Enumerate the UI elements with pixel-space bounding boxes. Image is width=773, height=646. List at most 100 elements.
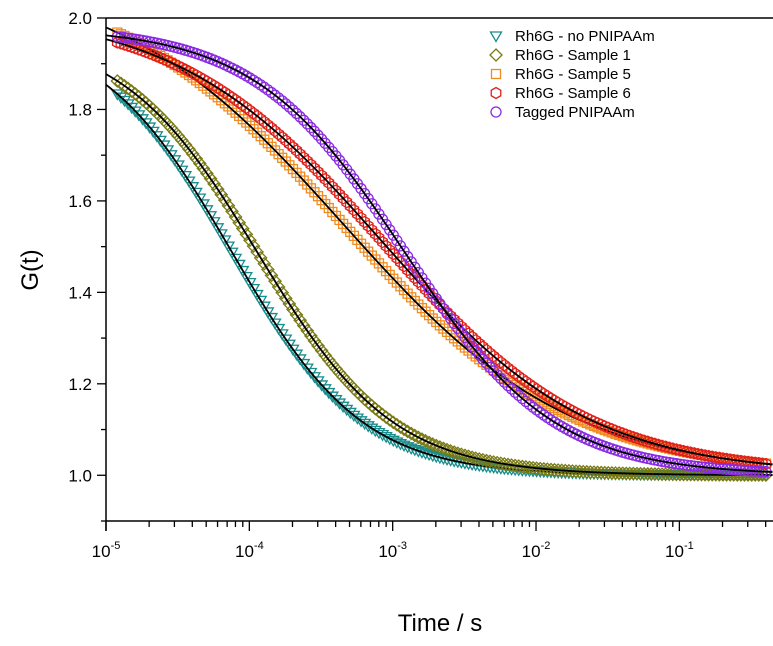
data-point [635, 433, 646, 446]
data-point [254, 295, 268, 308]
data-point [185, 146, 200, 161]
data-point [294, 147, 306, 161]
data-point [405, 267, 417, 281]
data-point [305, 158, 317, 171]
data-point [449, 333, 460, 344]
data-point [110, 89, 124, 101]
legend-item: Rh6G - no PNIPAAm [489, 28, 655, 45]
data-point [228, 253, 243, 266]
data-point [348, 203, 360, 217]
data-point [217, 193, 232, 208]
data-point [416, 279, 428, 293]
fit-line [106, 34, 773, 473]
series [106, 26, 773, 469]
series [106, 36, 773, 471]
data-point [278, 291, 293, 306]
data-point [192, 156, 207, 171]
data-point [234, 110, 245, 122]
legend-marker [489, 48, 503, 62]
data-point [193, 193, 207, 205]
data-point [269, 89, 281, 101]
data-point [287, 140, 299, 154]
data-point [491, 369, 503, 381]
data-point [434, 320, 446, 331]
data-point [273, 127, 285, 141]
data-point [307, 334, 322, 348]
data-point [423, 309, 435, 321]
data-point [631, 432, 643, 445]
data-point [218, 235, 232, 247]
data-point [196, 199, 210, 211]
data-point [343, 407, 357, 420]
data-point [340, 404, 354, 417]
data-point [290, 107, 303, 120]
data-point [347, 410, 361, 423]
data-point [280, 98, 292, 110]
data-point [325, 391, 339, 403]
data-point [760, 457, 772, 471]
data-point [466, 330, 478, 344]
data-point [402, 288, 413, 299]
data-point [463, 345, 474, 356]
data-point [178, 137, 193, 152]
data-point [380, 239, 392, 253]
legend-marker [490, 68, 502, 80]
data-point [246, 283, 261, 296]
data-point [420, 306, 431, 317]
data-point [505, 383, 518, 395]
data-point [268, 318, 282, 330]
fit-line [106, 38, 773, 466]
data-point [243, 233, 257, 248]
legend-item: Rh6G - Sample 6 [490, 85, 631, 102]
data-point [487, 365, 500, 377]
data-point [236, 265, 250, 278]
y-tick-label: 1.4 [68, 283, 92, 302]
data-point [257, 256, 272, 271]
data-point [276, 95, 288, 107]
data-point [214, 187, 229, 202]
data-point [223, 101, 234, 112]
legend-label: Rh6G - no PNIPAAm [515, 28, 655, 45]
series [106, 31, 773, 478]
data-point [243, 277, 257, 290]
x-tick-label: 10-1 [665, 540, 694, 561]
data-point [264, 312, 279, 325]
data-point [384, 269, 395, 281]
legend-item: Rh6G - Sample 1 [489, 47, 631, 64]
data-point [473, 337, 485, 350]
data-point [296, 318, 311, 333]
data-point [388, 273, 399, 284]
data-point [121, 99, 135, 111]
legend-marker [490, 106, 502, 118]
data-point [373, 231, 385, 245]
data-point [230, 107, 241, 118]
data-point [246, 239, 261, 254]
data-point [311, 338, 325, 353]
data-point [516, 392, 528, 405]
data-point [196, 161, 211, 176]
data-point [337, 192, 349, 205]
data-point [235, 221, 250, 236]
x-axis-title: Time / s [398, 610, 482, 637]
data-point [200, 166, 214, 181]
data-point [298, 151, 310, 164]
fit-line [106, 73, 773, 476]
data-point [318, 348, 333, 363]
data-point [178, 170, 193, 183]
data-point [214, 229, 228, 241]
data-point [286, 302, 300, 317]
data-point [309, 161, 320, 175]
data-point [225, 247, 239, 260]
data-point [268, 274, 282, 289]
data-point [759, 468, 773, 482]
data-point [277, 152, 288, 163]
data-point [133, 43, 145, 56]
data-point [638, 434, 650, 447]
data-point [329, 395, 343, 407]
data-point [262, 118, 274, 132]
data-point [182, 142, 196, 157]
data-point [271, 280, 286, 294]
data-point [298, 114, 310, 126]
data-point [185, 182, 200, 194]
